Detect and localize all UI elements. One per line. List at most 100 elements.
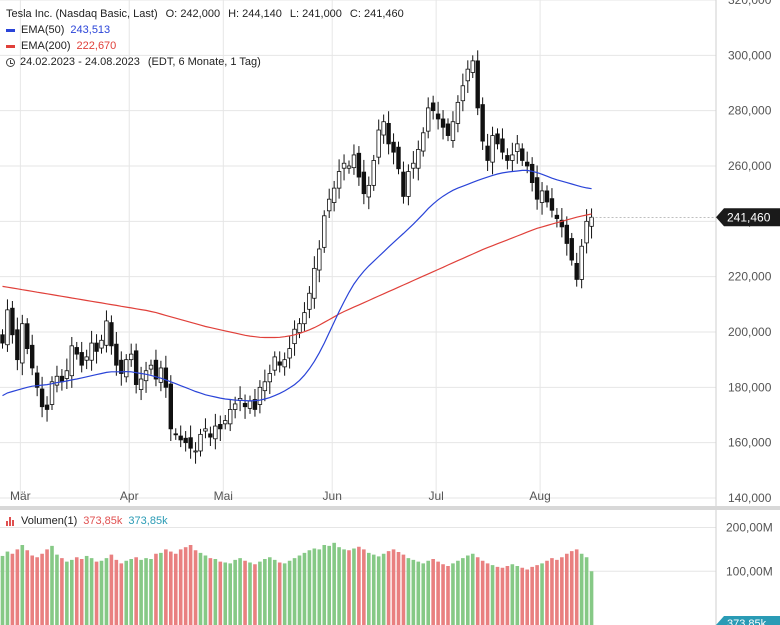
volume-bar [173,553,178,625]
candle [198,428,203,457]
candle-body [267,373,272,383]
candle-body [34,372,40,388]
candle [302,302,307,331]
candle-body [386,122,391,145]
candle [525,151,530,174]
volume-bar [550,558,554,625]
candle [411,151,416,179]
volume-bar [84,555,89,625]
ema200-legend-row[interactable]: EMA(200) 222,670 [6,38,404,54]
last-value-labels: 241,460 373,85k [591,208,780,625]
volume-bar [99,560,104,625]
candle [213,413,218,450]
candle [143,361,149,393]
volume-bar [495,566,500,625]
volume-bar [569,551,574,625]
candle-body [208,433,213,438]
volume-bar [441,564,445,625]
candle [554,208,560,228]
candle-body [218,424,223,430]
candle-body [223,420,228,425]
candle-body [109,322,114,347]
candle [158,360,164,392]
candle-body [0,334,5,344]
candle [485,133,490,171]
volume-bar [134,557,138,625]
candle [227,398,233,432]
candle-body [500,138,505,153]
candle-body [401,171,406,197]
volume-bar [35,557,39,625]
candle [287,336,292,369]
volume-bar [233,559,237,625]
candle-body [227,409,233,425]
volume-bar [263,559,267,625]
month-tick-label: Aug [529,489,550,503]
candle-body [445,123,451,136]
candle-body [272,356,277,371]
candle-body [183,437,188,444]
candle [475,50,480,116]
candle [396,141,401,175]
volume-bar [327,545,331,625]
volume-bar [5,551,10,625]
candle [460,73,466,112]
ema200-label: EMA(200) [21,40,71,52]
candle [94,334,99,364]
candle [163,355,169,398]
candle [252,388,258,417]
volume-bar [391,549,396,625]
candle [128,343,134,367]
candle-body [198,433,203,452]
volume-bar [169,551,173,625]
volume-bar [218,561,223,625]
candle-body [242,402,248,408]
candle [515,135,520,164]
candle-body [495,133,500,145]
candle-body [391,141,396,153]
volume-bar [287,560,292,625]
candle-body [252,399,258,410]
ema50-value: 243,513 [70,24,111,36]
candle [366,176,371,210]
volume-bar [45,549,49,625]
candle-body [292,328,297,345]
candle-body [257,386,263,405]
candle-body [485,145,490,161]
range-detail: (EDT, 6 Monate, 1 Tag) [147,56,261,68]
candle-body [25,323,30,350]
candle-body [302,312,307,325]
volume-bar [104,558,109,625]
candle-body [312,267,317,299]
volume-bar [302,552,307,625]
candle-body [505,155,510,161]
candle [133,343,139,394]
candle-body [450,121,456,141]
candle [173,428,178,440]
month-tick-label: Mai [214,489,233,503]
volume-bar [0,555,5,625]
volume-bar [178,549,183,625]
low-label: L: [289,8,300,20]
volume-last-tag [716,616,780,625]
volume-bar [124,560,129,625]
candle-body [574,262,579,280]
candle-body [534,177,540,200]
volume-legend[interactable]: Volumen(1) 373,85k 373,85k [6,515,168,527]
volume-bar [337,547,341,625]
volume-bar [401,554,406,625]
candle-body [163,367,169,388]
candle-body [421,132,426,152]
candle [312,256,317,309]
candle [574,252,579,287]
candle-body [425,107,431,132]
candle-body [435,113,441,120]
candle [262,369,268,402]
volume-bar [253,564,257,625]
ema50-legend-row[interactable]: EMA(50) 243,513 [6,22,404,38]
volume-bar [292,558,297,625]
candle-body [475,60,480,109]
volume-bar [213,559,218,625]
volume-bar [421,563,426,625]
